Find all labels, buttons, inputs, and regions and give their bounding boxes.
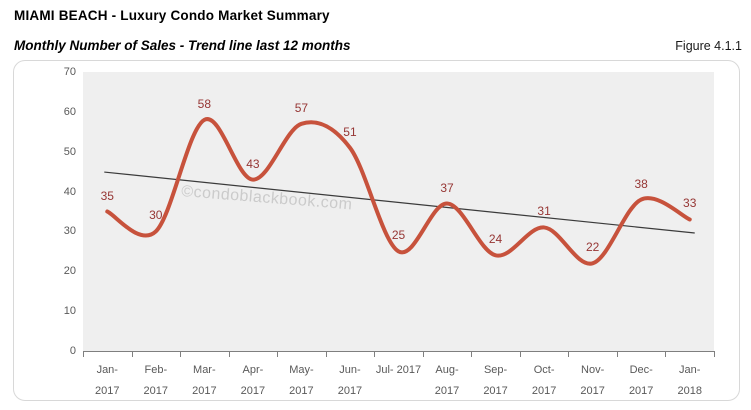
x-axis-tick [277, 352, 279, 357]
x-axis-tick [325, 352, 327, 357]
x-axis-label: Jan- 2017 [95, 364, 120, 397]
x-axis-tick [83, 352, 84, 357]
x-axis-tick [180, 352, 182, 357]
x-axis-label: Jul- 2017 [375, 364, 422, 376]
sales-line [105, 117, 692, 266]
x-axis-label: Mar- 2017 [192, 364, 217, 397]
data-point-label: 35 [100, 188, 114, 203]
x-axis-label: Sep- 2017 [483, 364, 508, 397]
trend-line [104, 171, 695, 234]
data-point-label: 33 [683, 196, 697, 211]
x-axis-label: Jun- 2017 [337, 364, 363, 397]
data-point-label: 37 [440, 180, 454, 195]
data-point-label: 31 [537, 204, 551, 219]
y-axis-label: 30 [63, 225, 76, 238]
data-point-label: 51 [343, 124, 357, 139]
x-axis-tick [228, 352, 230, 357]
y-axis-label: 60 [63, 105, 76, 118]
x-axis-label: Feb- 2017 [143, 364, 169, 397]
data-point-label: 22 [585, 240, 600, 255]
x-axis-label: Nov- 2017 [580, 364, 605, 397]
figure-label: Figure 4.1.1 [675, 39, 742, 53]
x-axis-tick [471, 352, 473, 357]
data-point-label: 57 [294, 100, 309, 115]
data-point-label: 38 [634, 176, 648, 191]
sales-line-chart [104, 117, 695, 266]
x-axis-label: Jan- 2018 [677, 364, 702, 397]
y-axis-label: 20 [63, 265, 76, 278]
data-point-label: 24 [488, 232, 503, 247]
data-point-label: 43 [246, 156, 260, 171]
x-axis-tick [665, 352, 667, 357]
y-axis-label: 70 [63, 66, 76, 78]
chart-container: ©condoblackbook.com 0 10 20 30 40 50 60 70 Jan- … [13, 60, 740, 401]
y-axis-label: 0 [69, 345, 76, 357]
page-title: MIAMI BEACH - Luxury Condo Market Summar… [14, 8, 330, 23]
x-axis-tick [616, 352, 618, 357]
data-point-label: 58 [197, 96, 212, 111]
y-axis-label: 50 [63, 145, 76, 158]
x-axis-tick [131, 352, 133, 357]
x-axis-tick [714, 352, 715, 357]
data-point-label: 30 [149, 208, 163, 223]
x-axis-label: Apr- 2017 [240, 364, 266, 397]
x-axis-line [83, 351, 715, 352]
x-axis-tick [568, 352, 570, 357]
y-axis-label: 10 [63, 305, 76, 318]
x-axis-label: May- 2017 [289, 364, 314, 397]
x-axis-label: Aug- 2017 [434, 364, 460, 397]
x-axis-tick [519, 352, 521, 357]
x-axis-tick [422, 352, 424, 357]
x-axis-label: Oct- 2017 [531, 364, 557, 397]
y-axis-label: 40 [63, 185, 76, 198]
x-axis-label: Dec- 2017 [628, 364, 654, 397]
plot-area [83, 72, 714, 351]
chart-subtitle: Monthly Number of Sales - Trend line las… [14, 38, 351, 53]
data-point-label: 25 [391, 228, 406, 243]
x-axis-tick [374, 352, 376, 357]
